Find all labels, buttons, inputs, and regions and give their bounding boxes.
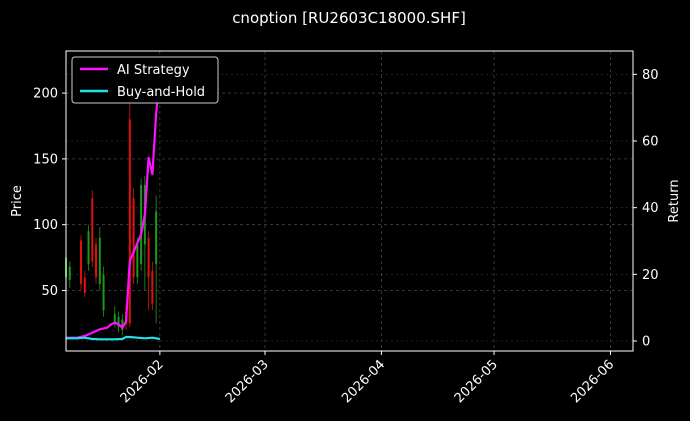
legend-label-buy-and-hold: Buy-and-Hold [117, 85, 205, 100]
y-tick-label-right: 80 [642, 68, 659, 83]
y-tick-label-left: 100 [33, 218, 58, 233]
candle-body [128, 119, 131, 324]
candle-body [151, 270, 154, 304]
candle-body [132, 198, 135, 278]
y-axis-label-right: Return [667, 179, 682, 222]
legend-label-ai-strategy: AI Strategy [117, 63, 190, 78]
y-tick-label-left: 200 [33, 87, 58, 102]
candle-body [117, 316, 120, 328]
candle-body [147, 237, 150, 278]
candle-body [113, 314, 116, 324]
y-axis-label-left: Price [10, 185, 25, 217]
plot-frame [65, 50, 634, 352]
candle-body [95, 244, 98, 278]
candle-body [98, 237, 101, 284]
candle-body [155, 211, 158, 265]
y-tick-label-right: 0 [642, 335, 650, 350]
candle-body [87, 231, 90, 265]
candle-body [102, 274, 105, 311]
y-tick-label-left: 50 [41, 284, 58, 299]
candle-body [140, 185, 143, 265]
series-line-buy-and-hold [66, 335, 161, 341]
y-tick-label-right: 20 [642, 268, 659, 283]
candle-body [83, 277, 86, 294]
series-line-ai-strategy [66, 74, 161, 339]
y-tick-label-right: 40 [642, 201, 659, 216]
legend-box [71, 56, 219, 104]
candle-body [136, 244, 139, 278]
y-tick-label-left: 150 [33, 152, 58, 167]
chart-title: cnoption [RU2603C18000.SHF] [232, 9, 466, 27]
candle-body [68, 266, 71, 280]
candle-body [80, 240, 83, 284]
legend: AI Strategy Buy-and-Hold [71, 56, 219, 104]
candle-body [91, 198, 94, 262]
candle-body [121, 319, 124, 330]
y-tick-label-right: 60 [642, 135, 659, 150]
